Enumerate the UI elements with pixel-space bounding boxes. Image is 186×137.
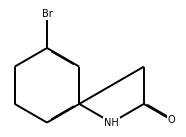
Text: NH: NH xyxy=(104,118,119,128)
Text: Br: Br xyxy=(42,9,52,19)
Text: O: O xyxy=(167,115,175,125)
